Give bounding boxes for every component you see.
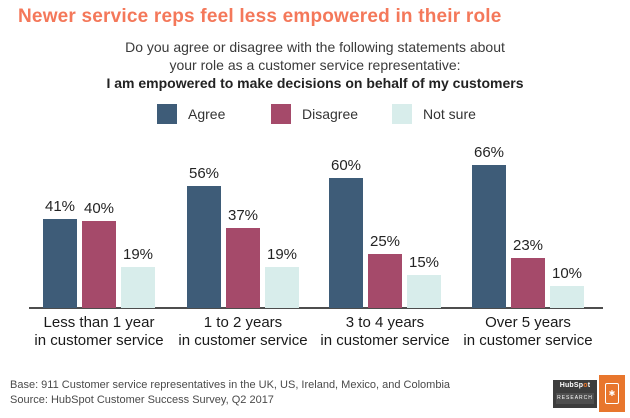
- category-label-less-than-1-year: Less than 1 year in customer service: [19, 314, 179, 350]
- category-line-2: in customer service: [178, 332, 308, 349]
- bar-not-sure: [265, 267, 299, 308]
- bar-not-sure: [121, 267, 155, 308]
- bar-agree: [329, 178, 363, 308]
- bar-value-label: 19%: [122, 246, 154, 263]
- bar-disagree: [511, 258, 545, 308]
- legend-label-not-sure: Not sure: [423, 106, 476, 122]
- legend-item-disagree: Disagree: [271, 104, 358, 124]
- bar-value-label: 19%: [266, 246, 298, 263]
- legend-item-agree: Agree: [157, 104, 225, 124]
- subtitle-line-1: Do you agree or disagree with the follow…: [125, 39, 505, 55]
- footer-note: Base: 911 Customer service representativ…: [10, 378, 450, 408]
- footer-base-line: Base: 911 Customer service representativ…: [10, 379, 450, 391]
- wordmark-pre: HubSp: [559, 382, 584, 389]
- bar-agree: [187, 186, 221, 308]
- subtitle-line-2: your role as a customer service represen…: [169, 57, 461, 73]
- bar-agree: [43, 219, 77, 308]
- legend-item-not-sure: Not sure: [392, 104, 476, 124]
- category-line-1: Over 5 years: [485, 314, 571, 331]
- page-title: Newer service reps feel less empowered i…: [18, 6, 502, 27]
- logo-orange-tile: ✱: [599, 375, 625, 412]
- bar-disagree: [226, 228, 260, 308]
- category-line-2: in customer service: [320, 332, 450, 349]
- bar-disagree: [368, 254, 402, 308]
- report-icon: ✱: [605, 383, 619, 404]
- bar-value-label: 56%: [188, 165, 220, 182]
- hubspot-research-logo: HubSpot RESEARCH ✱: [553, 375, 625, 412]
- category-line-2: in customer service: [34, 332, 164, 349]
- category-line-1: 3 to 4 years: [345, 314, 425, 331]
- bar-not-sure: [550, 286, 584, 308]
- category-label-1-to-2-years: 1 to 2 years in customer service: [163, 314, 323, 350]
- legend-label-agree: Agree: [188, 106, 226, 122]
- bar-value-label: 25%: [369, 233, 401, 250]
- bar-not-sure: [407, 275, 441, 308]
- bar-value-label: 41%: [44, 198, 76, 215]
- x-axis-line: [29, 307, 603, 309]
- bar-disagree: [82, 221, 116, 308]
- category-label-over-5-years: Over 5 years in customer service: [448, 314, 608, 350]
- hubspot-wordmark: HubSpot: [553, 382, 597, 389]
- bar-value-label: 40%: [83, 200, 115, 217]
- category-label-3-to-4-years: 3 to 4 years in customer service: [305, 314, 465, 350]
- legend-swatch-not-sure: [392, 104, 412, 124]
- bar-agree: [472, 165, 506, 308]
- bar-value-label: 60%: [330, 157, 362, 174]
- legend-swatch-agree: [157, 104, 177, 124]
- legend-swatch-disagree: [271, 104, 291, 124]
- chart-subtitle: Do you agree or disagree with the follow…: [0, 38, 630, 92]
- bar-value-label: 37%: [227, 207, 259, 224]
- research-label: RESEARCH: [556, 393, 594, 404]
- bar-value-label: 23%: [512, 237, 544, 254]
- bar-value-label: 10%: [551, 265, 583, 282]
- wordmark-sprocket-o: o: [583, 382, 588, 389]
- bar-value-label: 66%: [473, 144, 505, 161]
- bar-value-label: 15%: [408, 254, 440, 271]
- legend-label-disagree: Disagree: [302, 106, 359, 122]
- category-line-2: in customer service: [463, 332, 593, 349]
- category-line-1: Less than 1 year: [43, 314, 155, 331]
- logo-dark-panel: HubSpot RESEARCH: [553, 380, 597, 408]
- wordmark-post: t: [587, 382, 591, 389]
- category-line-1: 1 to 2 years: [203, 314, 283, 331]
- subtitle-statement: I am empowered to make decisions on beha…: [106, 75, 524, 91]
- footer-source-line: Source: HubSpot Customer Success Survey,…: [10, 394, 274, 406]
